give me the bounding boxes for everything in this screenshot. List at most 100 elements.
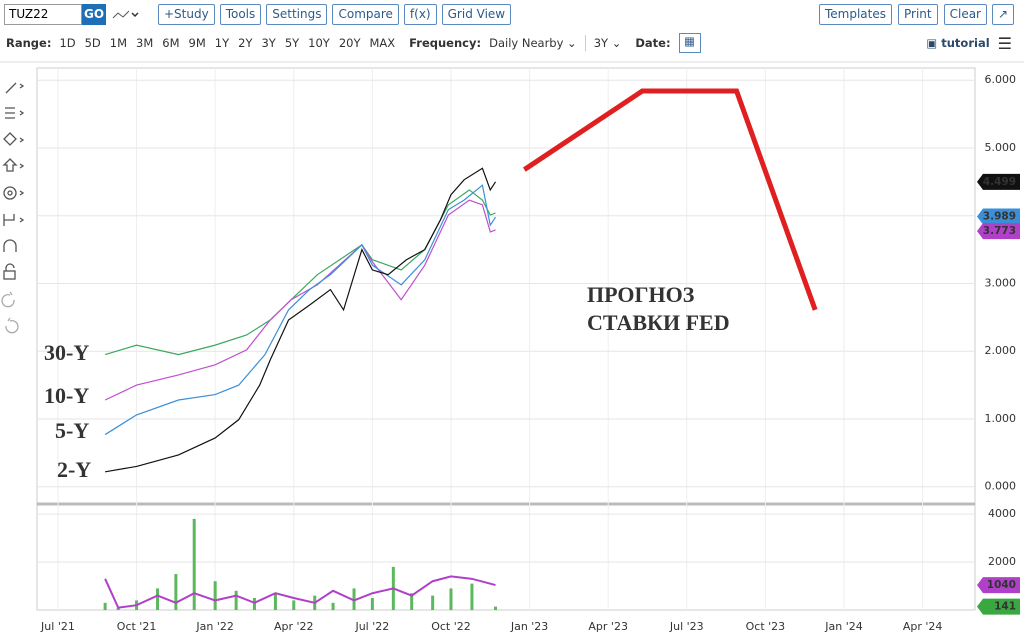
x-tick-label: Jan '22: [195, 620, 233, 633]
tool-button[interactable]: Settings: [266, 4, 328, 25]
symbol-bar: TUZ22 GO +Study Tools Settings Compare f(x) G…: [4, 4, 512, 25]
volume-bar: [331, 602, 335, 610]
series-label: 5-Y: [55, 418, 89, 443]
forecast-line: [522, 88, 818, 311]
expand-button[interactable]: ↗: [992, 4, 1014, 25]
y-tick-label: 4000: [988, 507, 1016, 520]
volume-bar: [352, 588, 356, 610]
y-tick-label: 1.000: [985, 412, 1017, 425]
annotation: СТАВКИ FED: [587, 310, 730, 335]
range-list: 1D 5D 1M 3M 6M 9M 1Y 2Y 3Y 5Y 10Y 20Y MAX: [59, 36, 395, 50]
drawing-tools[interactable]: [1, 82, 25, 334]
right-buttons: Templates Print Clear: [818, 4, 987, 25]
price-badge-label: 4.499: [983, 176, 1016, 188]
volume-bar: [449, 588, 453, 610]
volume-bar: [116, 607, 120, 610]
x-tick-label: Apr '23: [588, 620, 628, 633]
x-tick-label: Apr '24: [903, 620, 943, 633]
price-badge-label: 141: [994, 601, 1016, 613]
tutorial-text: tutorial: [941, 36, 990, 50]
y-tick-label: 5.000: [985, 141, 1017, 154]
range-option[interactable]: 5D: [84, 36, 101, 50]
x-tick-label: Jan '24: [824, 620, 862, 633]
price-badge-label: 3.989: [983, 210, 1016, 222]
go-button[interactable]: GO: [82, 4, 106, 25]
series-label: 30-Y: [44, 340, 89, 365]
x-tick-label: Jan '23: [510, 620, 548, 633]
yield-line: [104, 199, 496, 401]
volume-bar: [252, 598, 256, 610]
volume-bar: [370, 598, 374, 610]
right-bar: Templates Print Clear ↗: [818, 4, 1014, 25]
volume-bar: [431, 595, 435, 610]
y-tick-label: 0.000: [985, 480, 1017, 493]
range-label: Range:: [6, 36, 52, 50]
price-badge: [977, 173, 1020, 190]
open-interest-line: [104, 575, 496, 609]
tutorial-bar: ▣ tutorial ☰: [926, 33, 1012, 53]
range-option[interactable]: 5Y: [284, 36, 300, 50]
frequency-value: Daily Nearby: [489, 36, 564, 50]
toolbar-button[interactable]: Templates: [818, 4, 892, 25]
date-label: Date:: [635, 36, 671, 50]
range-option[interactable]: 1M: [109, 36, 128, 50]
symbol-input[interactable]: TUZ22: [4, 4, 82, 25]
price-badge: [977, 208, 1020, 225]
volume-bar: [156, 588, 160, 610]
period-value: 3Y: [593, 36, 609, 50]
volume-bar: [103, 602, 107, 610]
x-tick-label: Oct '23: [746, 620, 786, 633]
toolbar-button[interactable]: Print: [898, 4, 938, 25]
volume-bar: [470, 583, 474, 610]
yield-line: [105, 167, 497, 473]
range-option[interactable]: 20Y: [338, 36, 361, 50]
range-option[interactable]: 10Y: [308, 36, 330, 50]
range-option[interactable]: 2Y: [238, 36, 253, 50]
x-tick-label: Oct '22: [431, 620, 471, 633]
volume-bar: [192, 518, 196, 610]
yield-line: [104, 184, 497, 436]
toolbar-button[interactable]: Clear: [943, 4, 987, 25]
frequency-select[interactable]: Daily Nearby ⌄: [489, 36, 577, 50]
price-badge: [977, 223, 1020, 240]
menu-icon[interactable]: ☰: [997, 33, 1012, 53]
tool-button[interactable]: Compare: [332, 4, 399, 25]
annotation: ПРОГНОЗ: [587, 282, 695, 307]
range-option[interactable]: MAX: [369, 36, 396, 50]
range-option[interactable]: 1D: [59, 36, 76, 50]
tutorial-link[interactable]: ▣ tutorial: [926, 36, 990, 50]
calendar-button[interactable]: ▦: [678, 33, 701, 53]
range-bar: Range: 1D 5D 1M 3M 6M 9M 1Y 2Y 3Y 5Y 10Y 20Y MAX Fre…: [6, 33, 701, 53]
chart-type-icon[interactable]: [111, 8, 141, 22]
plot-frame: [36, 67, 976, 611]
y-tick-label: 2.000: [985, 344, 1017, 357]
period-select[interactable]: 3Y ⌄: [593, 36, 622, 50]
x-tick-label: Jul '23: [669, 620, 704, 633]
y-tick-label: 3.000: [985, 276, 1017, 289]
volume-bar: [494, 606, 498, 610]
frequency-label: Frequency:: [409, 36, 482, 50]
volume-bar: [174, 574, 178, 610]
range-option[interactable]: 9M: [188, 36, 206, 50]
range-option[interactable]: 6M: [162, 36, 180, 50]
range-option[interactable]: 3Y: [261, 36, 276, 50]
divider: [584, 35, 586, 51]
tool-button[interactable]: +Study: [158, 4, 215, 25]
x-tick-label: Apr '22: [274, 620, 314, 633]
tool-button[interactable]: Grid View: [441, 4, 512, 25]
tool-button[interactable]: Tools: [219, 4, 262, 25]
range-option[interactable]: 3M: [136, 36, 154, 50]
tool-buttons: +Study Tools Settings Compare f(x) Grid View: [158, 4, 512, 25]
price-badge-label: 1040: [987, 579, 1016, 591]
range-option[interactable]: 1Y: [214, 36, 230, 50]
price-badge-label: 3.773: [983, 225, 1016, 237]
volume-bar: [292, 600, 296, 610]
series-label: 10-Y: [44, 383, 89, 408]
volume-bar: [213, 581, 217, 610]
volume-bar: [273, 593, 277, 610]
tool-button[interactable]: f(x): [403, 4, 437, 25]
x-tick-label: Jul '21: [40, 620, 75, 633]
yield-line: [104, 189, 496, 356]
